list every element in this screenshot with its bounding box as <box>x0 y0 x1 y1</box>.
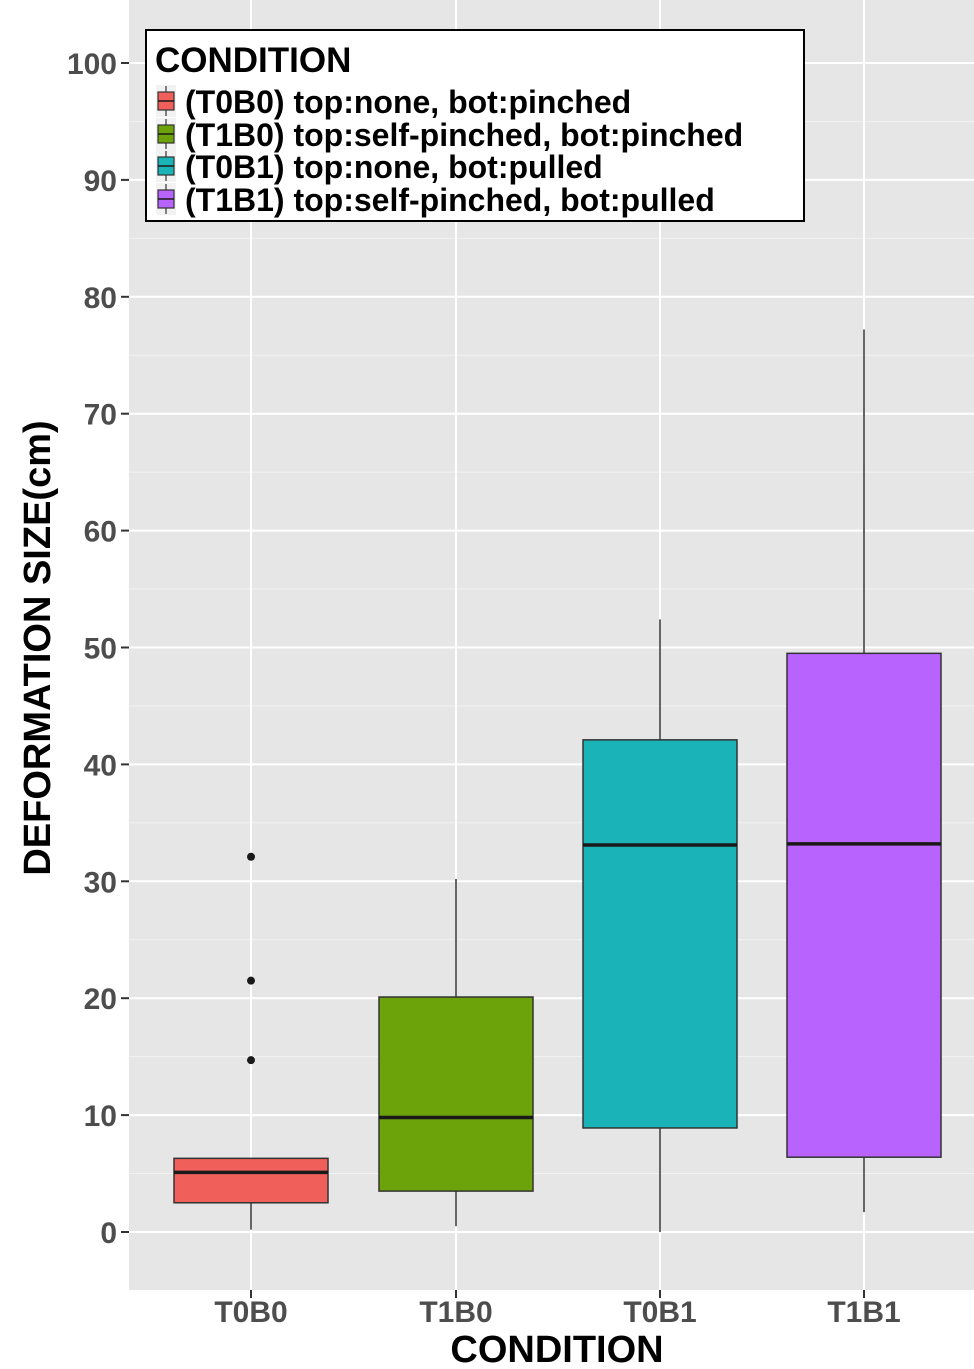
x-tick-label: T0B1 <box>623 1296 696 1329</box>
box-iqr <box>378 996 534 1192</box>
legend-label: (T1B0) top:self-pinched, bot:pinched <box>185 117 743 153</box>
y-tick-label: 30 <box>84 866 117 899</box>
y-axis-label: DEFORMATION SIZE(cm) <box>17 420 59 875</box>
y-tick-label: 50 <box>84 633 117 666</box>
box-iqr <box>173 1157 329 1204</box>
y-tick-label: 70 <box>84 399 117 432</box>
box-t1b0 <box>378 878 534 1227</box>
y-tick-label: 10 <box>84 1100 117 1133</box>
box-t1b1 <box>786 329 942 1213</box>
y-tick-label: 60 <box>84 516 117 549</box>
y-tick-label: 90 <box>84 165 117 198</box>
y-axis: 0 10 20 30 40 50 60 70 80 90 100 <box>67 48 129 1250</box>
legend-label: (T0B1) top:none, bot:pulled <box>185 149 603 185</box>
box-iqr <box>582 739 738 1129</box>
outlier-point <box>247 1056 255 1065</box>
y-tick-label: 40 <box>84 749 117 782</box>
boxes <box>173 329 942 1232</box>
legend: CONDITION (T0B0) top:none, bot:pinched(T… <box>145 29 805 222</box>
legend-entry: (T0B1) top:none, bot:pulled <box>156 149 603 185</box>
x-tick-label: T1B0 <box>419 1296 492 1329</box>
x-axis-label: CONDITION <box>450 1329 663 1369</box>
legend-entry: (T0B0) top:none, bot:pinched <box>156 84 631 120</box>
outlier-point <box>247 852 255 861</box>
box-t0b1 <box>582 619 738 1232</box>
x-tick-label: T1B1 <box>827 1296 900 1329</box>
box-t0b0 <box>173 852 329 1230</box>
y-tick-label: 0 <box>100 1217 117 1250</box>
x-axis: T0B0 T1B0 T0B1 T1B1 <box>214 1290 901 1329</box>
box-iqr <box>786 652 942 1158</box>
legend-entry: (T1B1) top:self-pinched, bot:pulled <box>156 182 715 218</box>
x-tick-label: T0B0 <box>214 1296 287 1329</box>
legend-title: CONDITION <box>155 41 351 80</box>
legend-entry: (T1B0) top:self-pinched, bot:pinched <box>156 117 743 153</box>
legend-box <box>145 29 805 222</box>
y-tick-label: 80 <box>84 282 117 315</box>
legend-label: (T1B1) top:self-pinched, bot:pulled <box>185 182 715 218</box>
y-tick-label: 20 <box>84 983 117 1016</box>
legend-entries: (T0B0) top:none, bot:pinched(T1B0) top:s… <box>156 84 743 218</box>
outlier-point <box>247 976 255 985</box>
legend-label: (T0B0) top:none, bot:pinched <box>185 84 631 120</box>
y-tick-label: 100 <box>67 48 117 81</box>
